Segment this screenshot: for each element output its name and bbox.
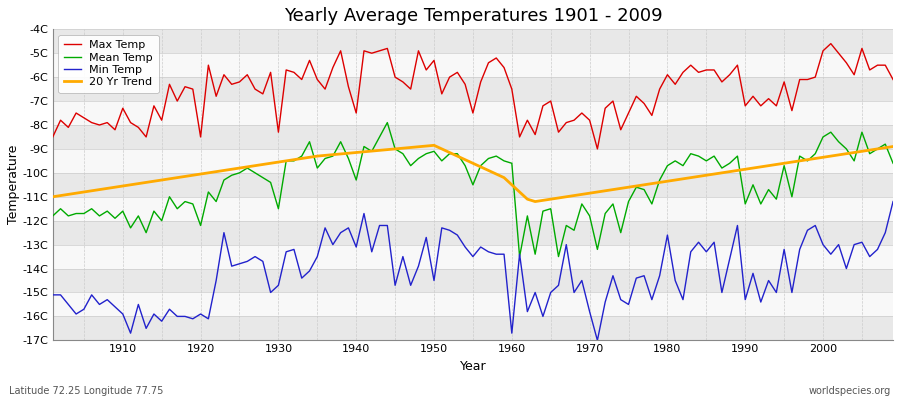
Bar bbox=[53, 197, 893, 221]
X-axis label: Year: Year bbox=[460, 360, 486, 373]
Min Temp bbox=[328, 242, 338, 247]
Mean Temp bbox=[382, 120, 392, 125]
Mean Temp bbox=[110, 216, 121, 221]
20 Yr Trend bbox=[507, 182, 517, 187]
Legend: Max Temp, Mean Temp, Min Temp, 20 Yr Trend: Max Temp, Mean Temp, Min Temp, 20 Yr Tre… bbox=[58, 35, 158, 93]
Max Temp bbox=[825, 41, 836, 46]
20 Yr Trend bbox=[48, 194, 58, 199]
20 Yr Trend bbox=[530, 199, 541, 204]
Mean Temp bbox=[887, 161, 898, 166]
Mean Temp bbox=[328, 154, 338, 158]
Line: Max Temp: Max Temp bbox=[53, 44, 893, 149]
Title: Yearly Average Temperatures 1901 - 2009: Yearly Average Temperatures 1901 - 2009 bbox=[284, 7, 662, 25]
Bar bbox=[53, 221, 893, 245]
Max Temp bbox=[499, 65, 509, 70]
Min Temp bbox=[608, 273, 618, 278]
Mean Temp bbox=[281, 158, 292, 163]
Min Temp bbox=[499, 252, 509, 256]
Min Temp bbox=[48, 292, 58, 297]
Bar bbox=[53, 173, 893, 197]
Mean Temp bbox=[507, 161, 517, 166]
Max Temp bbox=[608, 99, 618, 104]
Line: Mean Temp: Mean Temp bbox=[53, 122, 893, 256]
Bar bbox=[53, 149, 893, 173]
Bar bbox=[53, 316, 893, 340]
Max Temp bbox=[507, 87, 517, 92]
Line: 20 Yr Trend: 20 Yr Trend bbox=[53, 145, 893, 202]
Mean Temp bbox=[514, 254, 525, 259]
20 Yr Trend bbox=[328, 152, 338, 157]
Bar bbox=[53, 268, 893, 292]
Bar bbox=[53, 53, 893, 77]
Max Temp bbox=[110, 127, 121, 132]
20 Yr Trend bbox=[514, 190, 525, 194]
Y-axis label: Temperature: Temperature bbox=[7, 145, 20, 224]
20 Yr Trend bbox=[428, 143, 439, 148]
Bar bbox=[53, 245, 893, 268]
Min Temp bbox=[592, 338, 603, 343]
20 Yr Trend bbox=[281, 158, 292, 163]
Bar bbox=[53, 125, 893, 149]
Text: worldspecies.org: worldspecies.org bbox=[809, 386, 891, 396]
Mean Temp bbox=[522, 214, 533, 218]
20 Yr Trend bbox=[110, 185, 121, 190]
Max Temp bbox=[281, 68, 292, 72]
Max Temp bbox=[887, 77, 898, 82]
Text: Latitude 72.25 Longitude 77.75: Latitude 72.25 Longitude 77.75 bbox=[9, 386, 164, 396]
Bar bbox=[53, 77, 893, 101]
Bar bbox=[53, 29, 893, 53]
Mean Temp bbox=[616, 230, 626, 235]
Min Temp bbox=[887, 199, 898, 204]
Max Temp bbox=[48, 134, 58, 139]
20 Yr Trend bbox=[887, 144, 898, 149]
Min Temp bbox=[507, 331, 517, 336]
Max Temp bbox=[328, 65, 338, 70]
Min Temp bbox=[281, 250, 292, 254]
Mean Temp bbox=[48, 214, 58, 218]
Bar bbox=[53, 101, 893, 125]
Bar bbox=[53, 292, 893, 316]
Min Temp bbox=[110, 304, 121, 309]
Max Temp bbox=[592, 146, 603, 151]
Line: Min Temp: Min Temp bbox=[53, 202, 893, 340]
20 Yr Trend bbox=[616, 186, 626, 191]
